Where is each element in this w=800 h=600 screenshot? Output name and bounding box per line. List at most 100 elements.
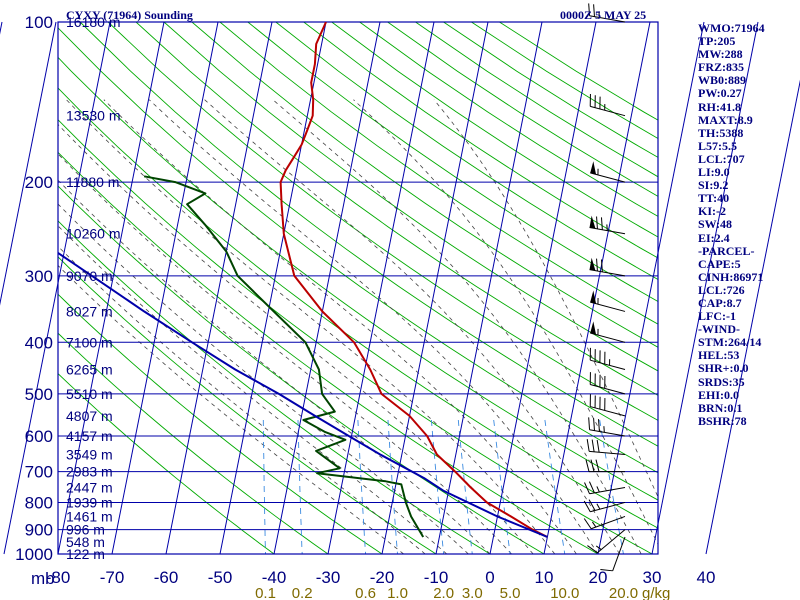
- mixing-ratio-line: [657, 419, 658, 424]
- barb-feather: [600, 569, 613, 572]
- barb-feather: [596, 439, 600, 453]
- index-item: HEL:53: [698, 348, 740, 363]
- wind-barb: [600, 536, 626, 572]
- wind-barb: [585, 459, 625, 473]
- dry-adiabat: [247, 22, 658, 302]
- isotherm: [0, 21, 3, 35]
- isotherm: [651, 21, 759, 555]
- dry-adiabat: [58, 27, 658, 474]
- wind-barb: [588, 3, 626, 23]
- barb-feather: [584, 482, 591, 494]
- wind-barb: [587, 529, 626, 554]
- pressure-tick-labels: 100 200 300 400 500 600 700 800 900 1000: [15, 13, 53, 564]
- wind-barb: [586, 439, 626, 455]
- dry-adiabat: [58, 119, 653, 554]
- dry-adiabat: [135, 22, 658, 396]
- mixing-ratio-line: [297, 419, 303, 554]
- temperature-tick-label: -20: [370, 568, 395, 587]
- mixing-ratio-tick-label: 0.1: [255, 585, 276, 600]
- height-label: 10260 m: [66, 226, 120, 242]
- mixing-ratio-line: [599, 419, 624, 554]
- height-label: 11880 m: [66, 174, 119, 190]
- barb-flag: [590, 321, 597, 335]
- index-item: CAP:8.7: [698, 295, 742, 310]
- moist-adiabat: [353, 99, 658, 546]
- index-item: TH:5388: [698, 125, 744, 140]
- mixing-ratio-tick-label: 20.0: [609, 585, 638, 600]
- height-label: 7100 m: [66, 334, 113, 350]
- index-item: BSHR:78: [698, 413, 747, 428]
- moist-adiabat: [58, 264, 404, 554]
- pressure-tick-label: 100: [25, 13, 53, 32]
- pressure-tick-label: 900: [25, 521, 53, 540]
- isotherm: [435, 21, 543, 555]
- dry-adiabat: [79, 22, 658, 447]
- isotherm: [489, 21, 597, 555]
- mixing-ratio-tick-label: 0.2: [292, 585, 313, 600]
- wind-barb: [588, 417, 626, 437]
- barb-feather: [585, 459, 590, 472]
- barb-feather: [588, 3, 591, 16]
- moist-adiabat: [148, 99, 599, 554]
- moist-adiabat: [103, 99, 577, 554]
- index-item: LFC:-1: [698, 309, 736, 324]
- isotherm: [543, 21, 651, 555]
- wind-barb: [589, 372, 626, 395]
- profile-line-2: [58, 251, 548, 538]
- dry-adiabat: [58, 56, 658, 501]
- temperature-tick-label: -30: [316, 568, 341, 587]
- barb-staff: [590, 501, 626, 513]
- barb-feather: [588, 417, 591, 430]
- index-item: KI:-2: [698, 204, 726, 219]
- wind-barb: [589, 93, 626, 117]
- index-item: L57:5.5: [698, 138, 737, 153]
- pressure-tick-label: 500: [25, 385, 53, 404]
- wind-barb: [589, 394, 626, 417]
- index-item: EI:2.4: [698, 230, 730, 245]
- isotherm: [165, 21, 273, 555]
- wind-barb: [590, 290, 626, 312]
- isotherm: [597, 21, 705, 555]
- isotherm: [327, 21, 435, 555]
- dry-adiabat: [58, 185, 545, 554]
- index-item: STM:264/14: [698, 335, 762, 350]
- dry-adiabat: [58, 293, 383, 554]
- pressure-tick-label: 1000: [15, 545, 53, 564]
- pressure-temperature-grid: [0, 21, 800, 555]
- moist-adiabat: [58, 123, 534, 554]
- temperature-tick-label: -10: [424, 568, 449, 587]
- index-item: WB0:889: [698, 73, 746, 88]
- temperature-tick-label: -50: [208, 568, 233, 587]
- moist-adiabat: [58, 225, 448, 554]
- barb-staff: [589, 15, 626, 23]
- moist-adiabat: [58, 179, 491, 554]
- dry-adiabat: [58, 87, 658, 529]
- barb-feather: [591, 439, 595, 452]
- index-item: -WIND-: [698, 322, 740, 337]
- dry-adiabat: [163, 22, 658, 372]
- barb-flag: [589, 257, 596, 271]
- dry-adiabat: [58, 373, 275, 554]
- barb-half-feather: [596, 503, 601, 510]
- sounding-indices-panel: WMO:71964 TP:205 MW:288 FRZ:835 WB0:889 PW:0.…: [698, 21, 798, 428]
- barb-staff: [590, 406, 626, 417]
- pressure-tick-label: 700: [25, 463, 53, 482]
- pressure-tick-label: 800: [25, 493, 53, 512]
- barb-staff: [589, 487, 626, 495]
- isotherm: [705, 79, 800, 555]
- temperature-tick-label: -60: [154, 568, 179, 587]
- dry-adiabat: [58, 332, 329, 554]
- wind-barb: [583, 499, 626, 513]
- pressure-axis-label: mb: [31, 569, 55, 588]
- height-label: 1939 m: [66, 494, 113, 510]
- barb-feather: [586, 439, 590, 452]
- index-item: TT:40: [698, 191, 730, 206]
- temperature-tick-label: 30: [643, 568, 662, 587]
- height-label: 996 m: [66, 522, 105, 538]
- index-item: LCL:726: [698, 282, 745, 297]
- barb-feather: [588, 481, 595, 494]
- index-item: -PARCEL-: [698, 243, 755, 258]
- height-label: 6265 m: [66, 362, 113, 378]
- pressure-tick-label: 200: [25, 173, 53, 192]
- height-label: 1461 m: [66, 508, 113, 524]
